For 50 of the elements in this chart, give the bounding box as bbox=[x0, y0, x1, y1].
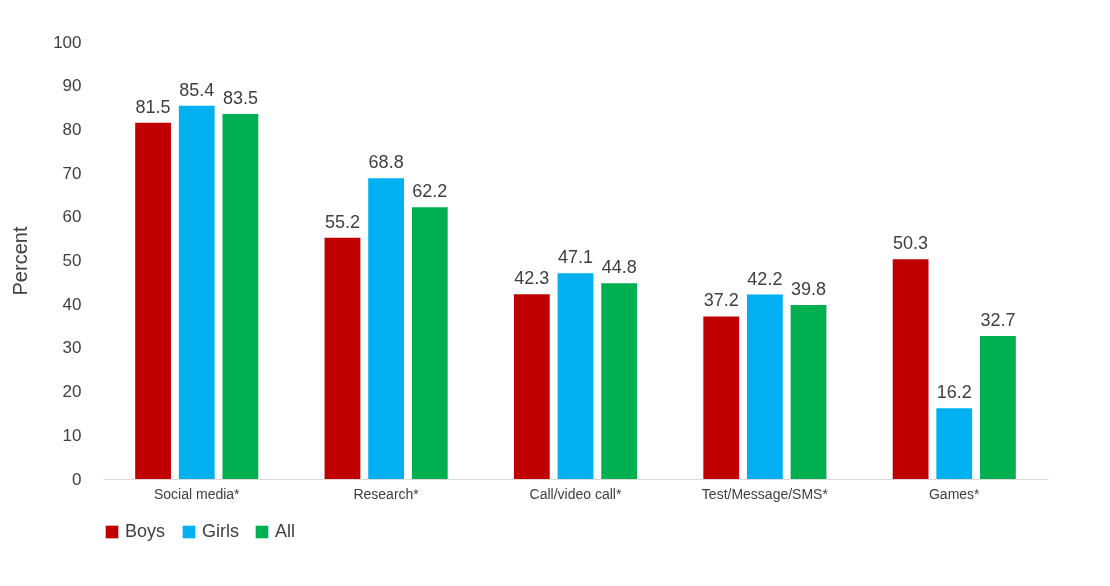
data-label: 16.2 bbox=[936, 382, 972, 403]
y-tick-label: 80 bbox=[62, 119, 82, 139]
bar bbox=[135, 122, 171, 479]
bar bbox=[892, 259, 929, 479]
y-tick-label: 60 bbox=[62, 207, 82, 227]
data-label: 81.5 bbox=[135, 96, 171, 117]
bar bbox=[601, 283, 638, 479]
data-label: 42.2 bbox=[747, 268, 783, 289]
y-tick-label: 50 bbox=[62, 251, 82, 270]
data-label: 42.3 bbox=[514, 268, 550, 289]
bar bbox=[936, 408, 973, 479]
bar bbox=[368, 178, 405, 479]
bar bbox=[222, 114, 259, 479]
data-label: 44.8 bbox=[601, 257, 637, 278]
bar bbox=[703, 316, 740, 479]
bar bbox=[557, 273, 594, 479]
bar bbox=[178, 105, 215, 479]
data-label: 37.2 bbox=[703, 290, 739, 311]
data-label: 39.8 bbox=[791, 279, 827, 300]
y-axis-title: Percent bbox=[9, 226, 32, 296]
data-label: 68.8 bbox=[368, 152, 404, 173]
y-tick-label: 10 bbox=[62, 425, 82, 445]
legend-label: All bbox=[275, 521, 296, 541]
bar bbox=[411, 207, 448, 479]
legend-label: Girls bbox=[202, 521, 239, 541]
x-tick-label: Call/video call* bbox=[529, 485, 622, 502]
bar bbox=[980, 336, 1016, 479]
y-tick-label: 0 bbox=[72, 469, 82, 489]
x-tick-label: Research* bbox=[353, 485, 420, 502]
y-tick-label: 70 bbox=[62, 163, 82, 183]
bar bbox=[746, 294, 783, 479]
data-label: 62.2 bbox=[412, 181, 448, 202]
data-label: 50.3 bbox=[893, 233, 929, 254]
data-label: 32.7 bbox=[980, 310, 1016, 331]
legend-label: Boys bbox=[125, 521, 166, 541]
y-tick-label: 90 bbox=[62, 76, 82, 96]
data-label: 47.1 bbox=[557, 247, 594, 268]
bar bbox=[790, 305, 827, 479]
y-tick-label: 30 bbox=[62, 338, 82, 358]
data-label: 55.2 bbox=[324, 211, 360, 232]
bar bbox=[513, 294, 550, 479]
x-tick-label: Games* bbox=[928, 485, 981, 502]
data-label: 85.4 bbox=[179, 79, 215, 100]
y-tick-label: 40 bbox=[62, 294, 82, 314]
y-tick-label: 100 bbox=[53, 32, 82, 52]
y-tick-label: 20 bbox=[62, 382, 82, 402]
x-tick-label: Social media* bbox=[153, 485, 241, 502]
data-label: 83.5 bbox=[222, 88, 258, 109]
bar bbox=[324, 237, 361, 479]
x-tick-label: Test/Message/SMS* bbox=[701, 485, 829, 502]
